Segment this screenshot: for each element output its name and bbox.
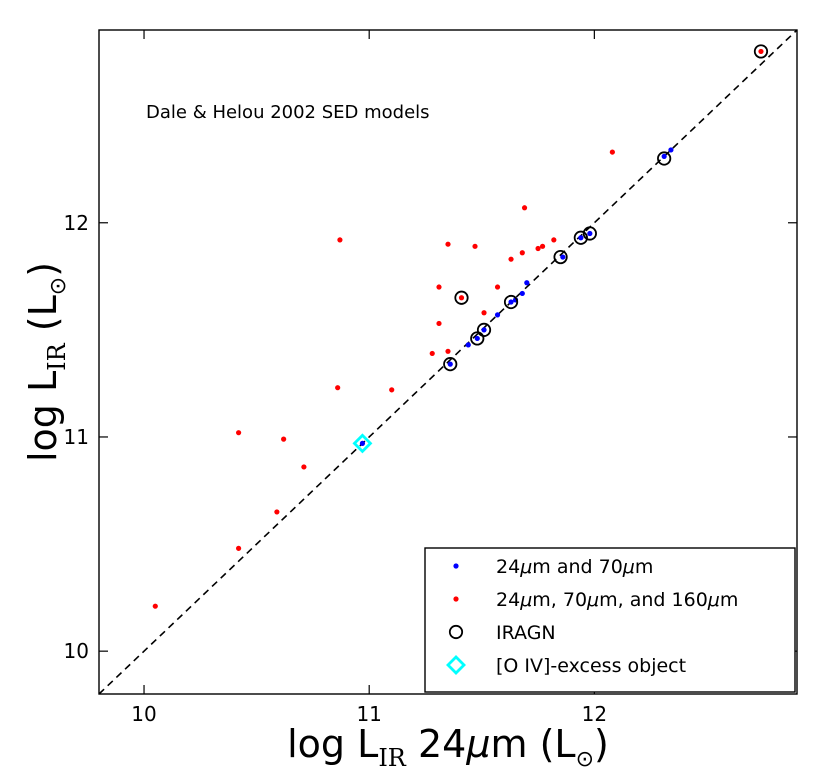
data-point-9 (524, 280, 530, 286)
data-point-24 (609, 149, 615, 155)
data-point-15 (472, 243, 478, 249)
data-point-13 (661, 153, 667, 159)
iragn-marker-9 (753, 44, 769, 59)
x-axis-label: log LIR 24μm (L⊙) (287, 722, 609, 772)
legend-label: 24μm and 70μm (496, 556, 653, 578)
data-point-0 (152, 603, 158, 609)
data-point-8 (519, 290, 525, 297)
data-point-3 (274, 509, 280, 515)
data-point-9 (429, 350, 435, 357)
legend-item: 24μm, 70μm, and 160μm (453, 589, 738, 611)
series-3 (352, 433, 373, 454)
one-to-one-line (98, 29, 798, 695)
iragn-marker-8 (657, 151, 672, 166)
x-tick-label: 11 (356, 702, 381, 726)
data-point-23 (551, 237, 557, 243)
data-point-12 (587, 230, 593, 237)
data-point-8 (389, 387, 395, 393)
legend: 24μm and 70μm 24μm, 70μm, and 160μm IRAGN [… (424, 547, 796, 693)
series-2 (443, 44, 769, 372)
data-point-13 (445, 241, 451, 247)
y-tick-label: 12 (64, 211, 89, 235)
data-point-17 (494, 284, 501, 290)
data-point-19 (519, 250, 525, 256)
y-tick-label: 11 (64, 425, 89, 449)
iragn-marker-2 (470, 331, 485, 346)
data-point-16 (481, 310, 487, 316)
iragn-marker-1 (454, 290, 469, 305)
legend-marker (448, 624, 464, 640)
legend-marker (446, 655, 466, 675)
legend-item: IRAGN (448, 622, 556, 644)
data-point-11 (578, 235, 584, 241)
data-point-18 (508, 256, 514, 262)
legend-marker (453, 596, 459, 602)
chart-annotation: Dale & Helou 2002 SED models (146, 102, 430, 123)
legend-label: IRAGN (496, 622, 556, 644)
iragn-marker-7 (582, 226, 597, 241)
iragn-marker-6 (573, 230, 588, 245)
iragn-marker-5 (553, 249, 568, 265)
data-point-5 (494, 312, 501, 318)
data-point-2 (465, 342, 471, 348)
data-point-11 (436, 284, 442, 290)
data-point-20 (521, 205, 528, 211)
data-point-21 (535, 245, 541, 252)
data-point-1 (447, 361, 453, 367)
data-point-7 (337, 237, 343, 243)
data-point-0 (359, 440, 366, 446)
data-point-10 (436, 320, 442, 327)
series-1 (152, 48, 764, 609)
x-tick-label: 12 (582, 702, 607, 726)
iragn-marker-0 (443, 357, 458, 372)
legend-label: 24μm, 70μm, and 160μm (496, 589, 738, 611)
legend-item: [O IV]-excess object (446, 655, 686, 677)
data-point-4 (281, 436, 287, 442)
data-point-3 (474, 335, 480, 342)
legend-marker (453, 563, 459, 569)
data-point-6 (335, 385, 341, 391)
oiv-excess-marker-0 (352, 433, 373, 454)
data-point-6 (508, 299, 514, 305)
axes: 10 11 12 10 11 12 (64, 29, 798, 726)
legend-box (424, 547, 796, 693)
data-point-4 (481, 327, 487, 333)
data-point-14 (668, 147, 674, 153)
data-point-10 (560, 254, 566, 260)
legend-label: [O IV]-excess object (496, 655, 686, 677)
iragn-marker-4 (503, 294, 519, 310)
x-tick-label: 10 (131, 702, 156, 726)
iragn-marker-3 (476, 322, 492, 337)
data-point-22 (539, 243, 546, 249)
data-point-1 (236, 545, 242, 551)
data-point-2 (236, 430, 242, 436)
data-point-12 (445, 348, 451, 354)
plot-area (98, 29, 798, 695)
y-axis-label: log LIR (L⊙) (21, 262, 71, 462)
legend-item: 24μm and 70μm (453, 556, 653, 578)
y-tick-label: 10 (64, 639, 89, 663)
data-point-5 (301, 464, 307, 470)
data-point-25 (758, 48, 764, 55)
data-point-14 (458, 295, 465, 301)
plot-frame (98, 29, 798, 695)
